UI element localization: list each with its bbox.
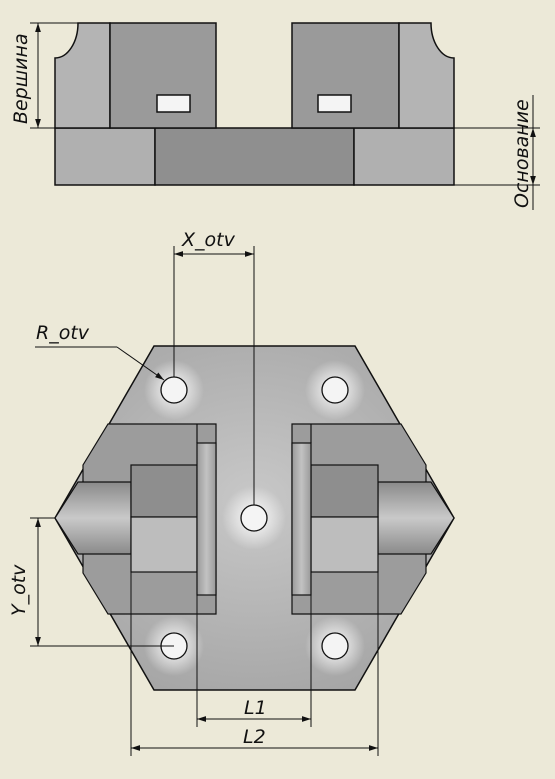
l1-label: L1 (244, 697, 267, 719)
l2-label: L2 (243, 726, 266, 748)
osnovanie-label: Основание (511, 99, 533, 208)
right-arm (291, 423, 455, 615)
x-otv-label: X_otv (181, 229, 236, 251)
right-slot (317, 94, 352, 113)
osnovanie-dimension (454, 95, 540, 210)
hole-top-left (160, 376, 188, 404)
front-view (54, 22, 455, 186)
base-left-block (54, 127, 156, 186)
l1-dimension (196, 595, 312, 727)
hole-top-right (321, 376, 349, 404)
hole-bottom-right (321, 632, 349, 660)
left-slot (156, 94, 191, 113)
y-otv-label: Y_otv (8, 564, 30, 616)
r-otv-label: R_otv (36, 322, 90, 344)
base-center-block (154, 127, 355, 186)
l2-dimension (130, 572, 379, 756)
vershina-dimension (30, 22, 78, 129)
r-otv-leader (35, 346, 165, 381)
left-arm (54, 423, 217, 615)
y-otv-dimension (30, 517, 174, 647)
top-view (54, 345, 455, 691)
vershina-label: Вершина (10, 33, 32, 124)
left-top-outer (54, 22, 111, 129)
holes (144, 360, 365, 676)
right-top-outer (398, 22, 455, 129)
hole-center (240, 504, 268, 532)
x-otv-dimension (173, 246, 255, 505)
base-right-block (353, 127, 455, 186)
